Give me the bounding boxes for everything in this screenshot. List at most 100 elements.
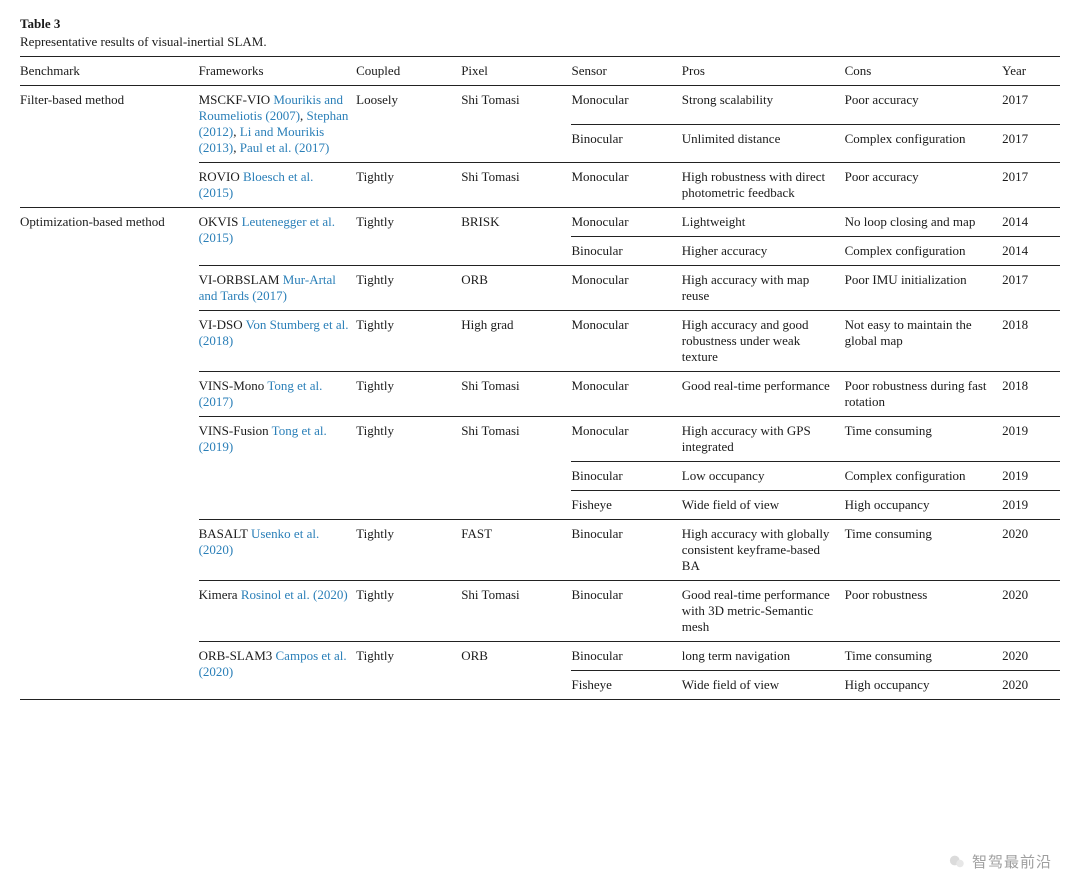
cons-cell: Complex configuration <box>845 124 1003 163</box>
framework-cell: VINS-Fusion Tong et al. (2019) <box>199 417 357 520</box>
year-cell: 2017 <box>1002 266 1060 311</box>
sensor-cell: Binocular <box>571 462 681 491</box>
table-row: Optimization-based methodOKVIS Leutenegg… <box>20 208 1060 237</box>
coupled-cell: Tightly <box>356 311 461 372</box>
cons-cell: Poor robustness <box>845 581 1003 642</box>
cons-cell: Poor IMU initialization <box>845 266 1003 311</box>
year-cell: 2018 <box>1002 311 1060 372</box>
sensor-cell: Binocular <box>571 520 681 581</box>
framework-name: ORB-SLAM3 <box>199 648 273 663</box>
col-4: Sensor <box>571 57 681 86</box>
pros-cell: Low occupancy <box>682 462 845 491</box>
year-cell: 2019 <box>1002 462 1060 491</box>
year-cell: 2017 <box>1002 163 1060 208</box>
sensor-cell: Monocular <box>571 372 681 417</box>
sensor-cell: Fisheye <box>571 671 681 700</box>
pros-cell: Good real-time performance <box>682 372 845 417</box>
cons-cell: Time consuming <box>845 520 1003 581</box>
pixel-cell: Shi Tomasi <box>461 86 571 163</box>
sensor-cell: Binocular <box>571 642 681 671</box>
framework-name: ROVIO <box>199 169 240 184</box>
pixel-cell: Shi Tomasi <box>461 372 571 417</box>
year-cell: 2014 <box>1002 237 1060 266</box>
col-5: Pros <box>682 57 845 86</box>
framework-name: VI-DSO <box>199 317 243 332</box>
framework-name: BASALT <box>199 526 248 541</box>
pros-cell: Wide field of view <box>682 671 845 700</box>
year-cell: 2020 <box>1002 581 1060 642</box>
sensor-cell: Monocular <box>571 163 681 208</box>
pros-cell: Unlimited distance <box>682 124 845 163</box>
framework-name: VINS-Mono <box>199 378 265 393</box>
citation-link[interactable]: Paul et al. (2017) <box>240 140 330 155</box>
framework-name: VINS-Fusion <box>199 423 269 438</box>
cons-cell: Time consuming <box>845 642 1003 671</box>
benchmark-cell: Optimization-based method <box>20 208 199 700</box>
coupled-cell: Tightly <box>356 266 461 311</box>
year-cell: 2019 <box>1002 491 1060 520</box>
col-2: Coupled <box>356 57 461 86</box>
table-header: BenchmarkFrameworksCoupledPixelSensorPro… <box>20 57 1060 86</box>
coupled-cell: Tightly <box>356 163 461 208</box>
framework-cell: Kimera Rosinol et al. (2020) <box>199 581 357 642</box>
framework-cell: BASALT Usenko et al. (2020) <box>199 520 357 581</box>
coupled-cell: Tightly <box>356 372 461 417</box>
col-3: Pixel <box>461 57 571 86</box>
sensor-cell: Monocular <box>571 417 681 462</box>
cons-cell: High occupancy <box>845 491 1003 520</box>
coupled-cell: Tightly <box>356 520 461 581</box>
framework-cell: VI-ORBSLAM Mur-Artal and Tards (2017) <box>199 266 357 311</box>
cons-cell: Complex configuration <box>845 462 1003 491</box>
pros-cell: Higher accuracy <box>682 237 845 266</box>
sensor-cell: Binocular <box>571 237 681 266</box>
pixel-cell: High grad <box>461 311 571 372</box>
framework-cell: MSCKF-VIO Mourikis and Roumeliotis (2007… <box>199 86 357 163</box>
cons-cell: Complex configuration <box>845 237 1003 266</box>
year-cell: 2019 <box>1002 417 1060 462</box>
pros-cell: long term navigation <box>682 642 845 671</box>
pros-cell: Strong scalability <box>682 86 845 125</box>
pros-cell: High accuracy with globally consistent k… <box>682 520 845 581</box>
cons-cell: No loop closing and map <box>845 208 1003 237</box>
pixel-cell: Shi Tomasi <box>461 163 571 208</box>
pixel-cell: BRISK <box>461 208 571 266</box>
benchmark-cell: Filter-based method <box>20 86 199 208</box>
cons-cell: High occupancy <box>845 671 1003 700</box>
slam-table: BenchmarkFrameworksCoupledPixelSensorPro… <box>20 56 1060 700</box>
pixel-cell: FAST <box>461 520 571 581</box>
cons-cell: Not easy to maintain the global map <box>845 311 1003 372</box>
pixel-cell: ORB <box>461 266 571 311</box>
sensor-cell: Monocular <box>571 266 681 311</box>
framework-name: Kimera <box>199 587 238 602</box>
col-7: Year <box>1002 57 1060 86</box>
pixel-cell: Shi Tomasi <box>461 581 571 642</box>
framework-cell: ORB-SLAM3 Campos et al. (2020) <box>199 642 357 700</box>
framework-name: OKVIS <box>199 214 239 229</box>
cons-cell: Poor accuracy <box>845 86 1003 125</box>
pros-cell: Wide field of view <box>682 491 845 520</box>
year-cell: 2017 <box>1002 86 1060 125</box>
sensor-cell: Binocular <box>571 581 681 642</box>
framework-name: MSCKF-VIO <box>199 92 271 107</box>
col-0: Benchmark <box>20 57 199 86</box>
framework-cell: VI-DSO Von Stumberg et al. (2018) <box>199 311 357 372</box>
coupled-cell: Tightly <box>356 208 461 266</box>
table-row: Filter-based methodMSCKF-VIO Mourikis an… <box>20 86 1060 125</box>
col-1: Frameworks <box>199 57 357 86</box>
watermark: 智驾最前沿 <box>948 851 1052 872</box>
wechat-icon <box>948 853 966 871</box>
framework-cell: VINS-Mono Tong et al. (2017) <box>199 372 357 417</box>
year-cell: 2020 <box>1002 520 1060 581</box>
pros-cell: Good real-time performance with 3D metri… <box>682 581 845 642</box>
framework-cell: ROVIO Bloesch et al. (2015) <box>199 163 357 208</box>
citation-link[interactable]: Rosinol et al. (2020) <box>241 587 348 602</box>
framework-cell: OKVIS Leutenegger et al. (2015) <box>199 208 357 266</box>
pros-cell: High accuracy and good robustness under … <box>682 311 845 372</box>
cons-cell: Time consuming <box>845 417 1003 462</box>
sensor-cell: Monocular <box>571 208 681 237</box>
table-caption: Representative results of visual-inertia… <box>20 34 1060 50</box>
sensor-cell: Monocular <box>571 311 681 372</box>
sensor-cell: Binocular <box>571 124 681 163</box>
coupled-cell: Tightly <box>356 581 461 642</box>
table-body: Filter-based methodMSCKF-VIO Mourikis an… <box>20 86 1060 700</box>
